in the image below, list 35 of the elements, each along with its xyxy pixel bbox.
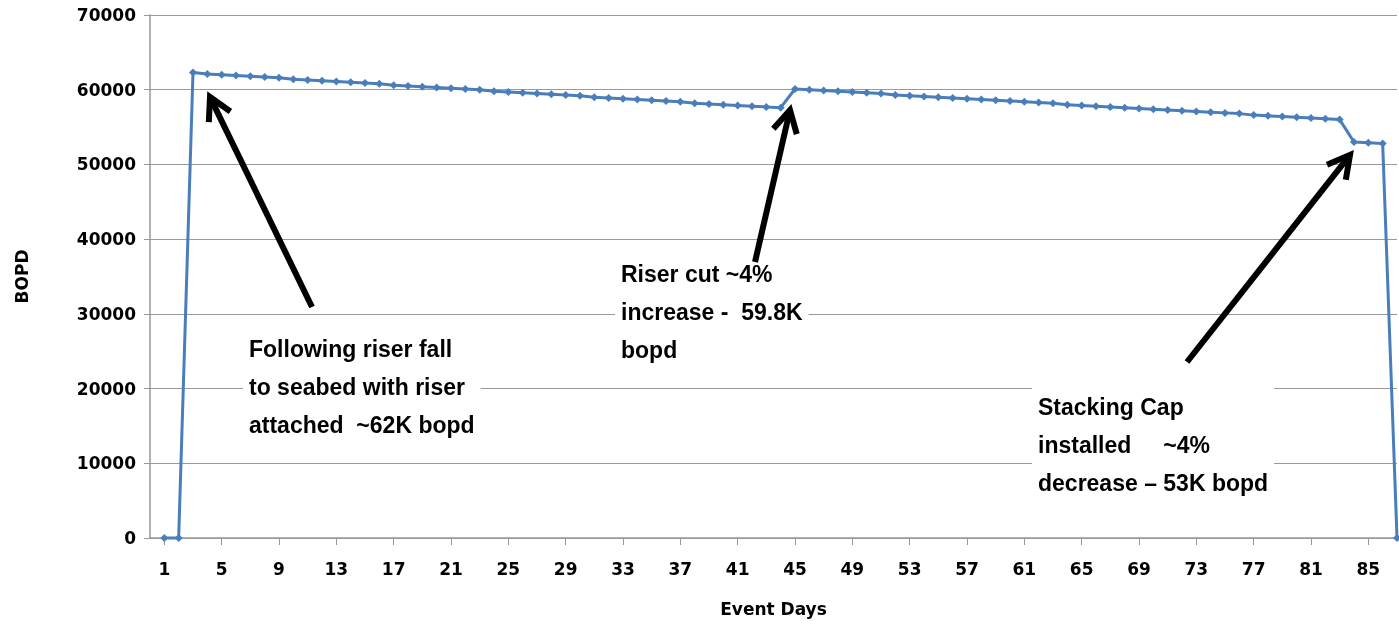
x-tick-label: 73	[1184, 558, 1209, 579]
x-tick-label: 77	[1241, 558, 1266, 579]
annotation: Following riser fall to seabed with riser attached ~62K bopd	[249, 336, 475, 438]
x-tick-label: 69	[1127, 558, 1151, 579]
x-tick-label: 57	[955, 558, 979, 579]
y-tick-label: 20000	[76, 378, 137, 399]
x-tick-label: 13	[324, 558, 349, 579]
x-tick-label: 53	[897, 558, 922, 579]
y-axis-title: BOPD	[11, 249, 32, 304]
y-tick-label: 50000	[76, 154, 137, 175]
annotation: Stacking Cap installed ~4% decrease – 53K bopd	[1038, 394, 1269, 496]
x-tick-label: 85	[1356, 558, 1381, 579]
x-tick-label: 25	[496, 558, 521, 579]
annotation: Riser cut ~4% increase - 59.8K bopd	[621, 261, 803, 363]
x-tick-label: 49	[840, 558, 865, 579]
y-tick-label: 70000	[76, 5, 137, 25]
x-tick-label: 33	[611, 558, 635, 579]
y-tick-label: 40000	[76, 229, 137, 250]
x-tick-label: 41	[725, 558, 750, 579]
x-tick-label: 61	[1012, 558, 1037, 579]
x-tick-label: 1	[158, 558, 171, 579]
x-tick-label: 21	[439, 558, 463, 579]
x-tick-label: 17	[381, 558, 406, 579]
x-tick-label: 5	[215, 558, 228, 579]
y-tick-label: 30000	[76, 303, 137, 324]
x-tick-label: 81	[1299, 558, 1323, 579]
x-tick-label: 45	[783, 558, 807, 579]
x-tick-label: 65	[1069, 558, 1094, 579]
y-tick-label: 0	[124, 528, 137, 548]
y-tick-label: 10000	[76, 453, 137, 474]
x-tick-label: 29	[553, 558, 578, 579]
y-tick-label: 60000	[76, 79, 137, 100]
x-tick-label: 37	[668, 558, 693, 579]
x-axis-title: Event Days	[720, 598, 827, 619]
x-tick-label: 9	[273, 558, 285, 579]
